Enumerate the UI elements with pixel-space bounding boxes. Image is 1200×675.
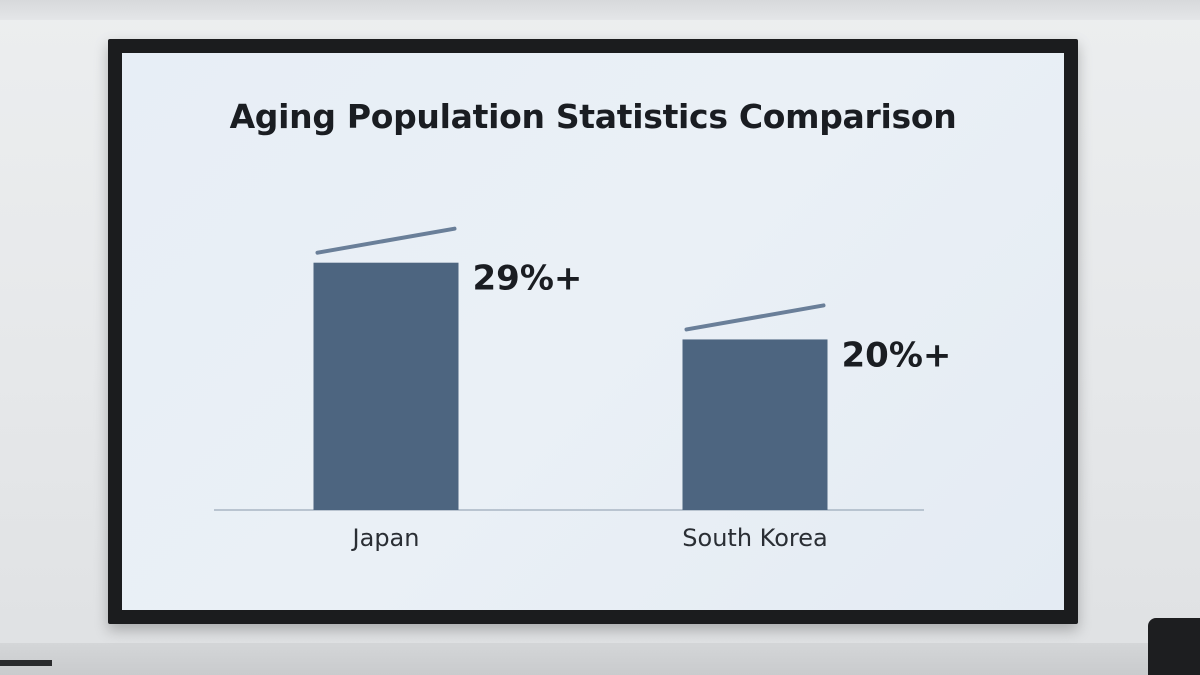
bar-chart: 29%+ Japan 20%+ South Korea xyxy=(214,226,952,552)
chair xyxy=(1148,618,1200,675)
trend-mark xyxy=(684,303,826,332)
category-label: South Korea xyxy=(682,524,827,552)
bar-south-korea xyxy=(682,339,828,510)
category-label: Japan xyxy=(351,524,420,552)
desk-edge xyxy=(0,660,52,666)
ceiling xyxy=(0,0,1200,20)
chart-title: Aging Population Statistics Comparison xyxy=(229,97,957,136)
value-label: 20%+ xyxy=(842,335,952,375)
trend-mark xyxy=(315,226,457,255)
display-screen: Aging Population Statistics Comparison 2… xyxy=(122,53,1064,610)
value-label: 29%+ xyxy=(473,259,583,299)
bar-japan xyxy=(313,262,459,510)
floor xyxy=(0,643,1200,675)
